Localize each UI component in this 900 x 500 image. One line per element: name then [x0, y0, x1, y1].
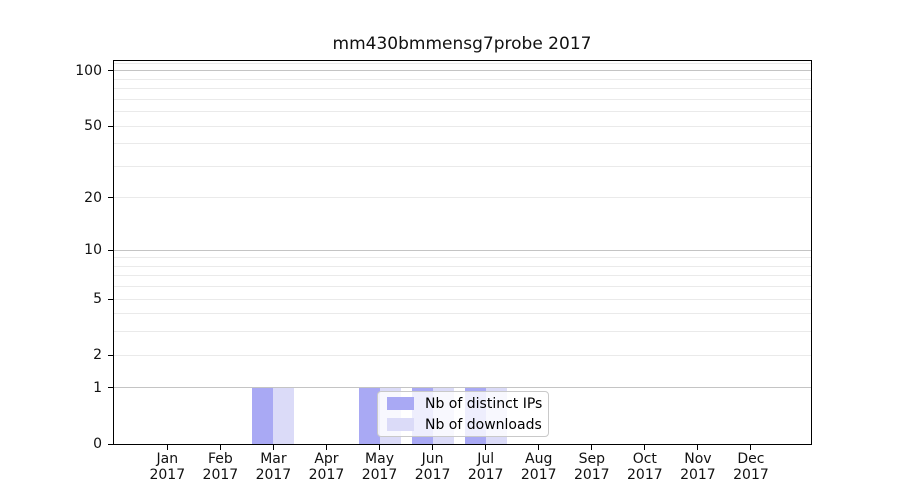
y-tick-mark	[108, 298, 114, 300]
bar-nb-of-distinct-ips-mar-2017	[252, 387, 274, 444]
y-tick-label: 100	[75, 62, 102, 79]
x-tick-mark	[750, 445, 752, 450]
x-tick-year: 2017	[255, 466, 292, 483]
x-tick-month: Mar	[260, 451, 287, 467]
x-tick-mark	[166, 445, 168, 450]
x-tick-label: Mar 2017	[231, 451, 315, 483]
y-tick-label: 50	[84, 118, 102, 135]
minor-gridline	[114, 286, 811, 288]
minor-gridline	[114, 265, 811, 267]
x-tick-year: 2017	[149, 466, 186, 483]
x-tick-month: Dec	[737, 451, 765, 467]
x-tick-mark	[697, 445, 699, 450]
y-tick-mark	[108, 354, 114, 356]
minor-gridline	[114, 275, 811, 277]
minor-gridline	[114, 331, 811, 333]
x-tick-year: 2017	[520, 466, 557, 483]
x-tick-month: Apr	[314, 451, 339, 467]
minor-gridline	[114, 165, 811, 167]
x-tick-label: Apr 2017	[284, 451, 368, 483]
x-tick-year: 2017	[202, 466, 239, 483]
y-tick-mark	[108, 197, 114, 199]
x-tick-month: Jul	[477, 451, 495, 467]
x-tick-label: Feb 2017	[178, 451, 262, 483]
x-tick-label: Sep 2017	[550, 451, 634, 483]
major-gridline	[114, 387, 811, 389]
x-tick-mark	[591, 445, 593, 450]
legend-item-distinct-ips: Nb of distinct IPs	[387, 396, 548, 412]
x-tick-label: May 2017	[338, 451, 422, 483]
y-tick-label: 0	[93, 436, 102, 452]
x-tick-month: Sep	[578, 451, 605, 467]
x-tick-year: 2017	[627, 466, 663, 483]
minor-gridline	[114, 197, 811, 199]
x-tick-mark	[485, 445, 487, 450]
x-tick-year: 2017	[467, 466, 504, 483]
minor-gridline	[114, 257, 811, 259]
x-tick-month: Nov	[684, 451, 712, 467]
x-tick-month: Aug	[525, 451, 553, 467]
y-tick-label: 20	[84, 189, 102, 206]
x-tick-year: 2017	[414, 466, 451, 483]
chart-title: mm430bmmensg7probe 2017	[332, 34, 592, 54]
minor-gridline	[114, 313, 811, 315]
bar-nb-of-downloads-mar-2017	[273, 387, 295, 444]
minor-gridline	[114, 143, 811, 145]
plot-area	[113, 60, 812, 445]
y-tick-mark	[108, 443, 114, 445]
x-tick-label: Oct 2017	[603, 451, 687, 483]
y-tick-label: 5	[93, 291, 102, 308]
major-gridline	[114, 249, 811, 251]
y-tick-mark	[108, 249, 114, 251]
x-tick-label: Jun 2017	[391, 451, 475, 483]
legend-label-downloads: Nb of downloads	[425, 416, 542, 433]
x-tick-mark	[432, 445, 434, 450]
x-tick-mark	[538, 445, 540, 450]
legend-item-downloads: Nb of downloads	[387, 417, 548, 433]
y-tick-mark	[108, 387, 114, 389]
x-tick-label: Dec 2017	[709, 451, 793, 483]
legend: Nb of distinct IPs Nb of downloads	[377, 391, 549, 437]
legend-swatch-distinct-ips	[387, 397, 414, 410]
minor-gridline	[114, 125, 811, 127]
x-tick-year: 2017	[573, 466, 610, 483]
x-tick-mark	[219, 445, 221, 450]
minor-gridline	[114, 298, 811, 300]
x-tick-mark	[325, 445, 327, 450]
x-tick-label: Aug 2017	[497, 451, 581, 483]
x-tick-month: Oct	[632, 451, 657, 467]
minor-gridline	[114, 62, 811, 64]
y-tick-label: 10	[84, 242, 102, 259]
y-tick-label: 2	[93, 347, 102, 364]
minor-gridline	[114, 354, 811, 356]
x-tick-mark	[644, 445, 646, 450]
x-tick-label: Nov 2017	[656, 451, 740, 483]
minor-gridline	[114, 111, 811, 113]
x-tick-month: Feb	[207, 451, 233, 467]
major-gridline	[114, 70, 811, 72]
minor-gridline	[114, 78, 811, 80]
x-tick-year: 2017	[308, 466, 345, 483]
legend-label-distinct-ips: Nb of distinct IPs	[425, 395, 543, 412]
x-tick-year: 2017	[361, 466, 398, 483]
x-tick-mark	[272, 445, 274, 450]
legend-swatch-downloads	[387, 418, 414, 431]
x-tick-month: Jun	[421, 451, 444, 467]
minor-gridline	[114, 88, 811, 90]
x-tick-mark	[379, 445, 381, 450]
y-tick-label: 1	[93, 379, 102, 396]
y-tick-mark	[108, 70, 114, 72]
x-tick-year: 2017	[733, 466, 769, 483]
x-tick-label: Jan 2017	[125, 451, 209, 483]
x-tick-month: May	[365, 451, 394, 467]
x-tick-month: Jan	[156, 451, 179, 467]
minor-gridline	[114, 98, 811, 100]
y-tick-mark	[108, 125, 114, 127]
x-tick-year: 2017	[680, 466, 716, 483]
x-tick-label: Jul 2017	[444, 451, 528, 483]
bar-nb-of-distinct-ips-may-2017	[358, 387, 380, 444]
